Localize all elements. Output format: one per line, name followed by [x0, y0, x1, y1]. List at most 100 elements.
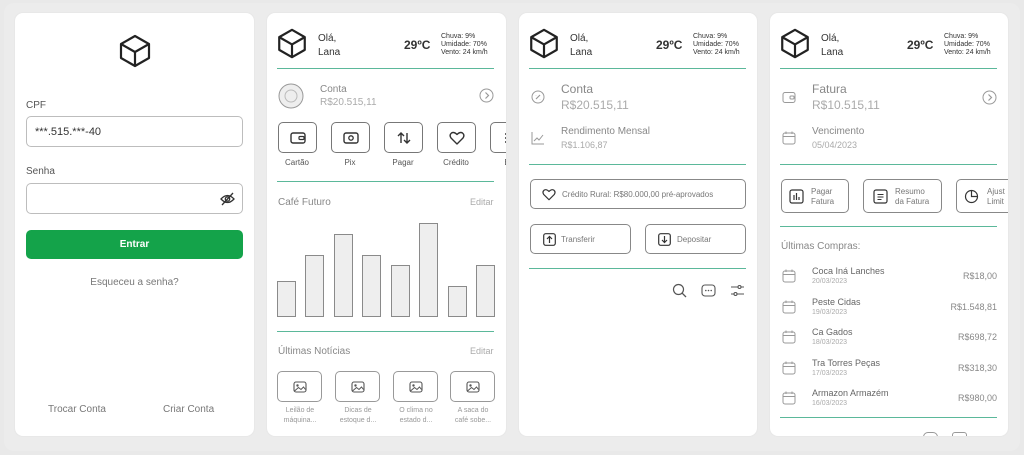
card-label: Cartão: [284, 158, 309, 167]
news-title: Últimas Notícias: [278, 346, 351, 357]
transfer-arrows-icon: [397, 131, 410, 144]
purchase-list: Coca Iná Lanches 20/03/2023 R$18,00 Peste C…: [770, 266, 1008, 416]
purchase-name: Tra Torres Peças: [812, 357, 881, 368]
transfer-button[interactable]: Transferir: [530, 224, 631, 254]
humidity: Umidade: 70%: [944, 41, 990, 48]
future-coffee-edit-link[interactable]: Editar: [470, 197, 494, 207]
pix-label: Pix: [344, 158, 356, 167]
user-name: Lana: [318, 47, 341, 58]
pie-chart-icon: [964, 189, 979, 204]
search-icon[interactable]: [672, 283, 687, 298]
account-label: Conta: [320, 84, 347, 95]
chevron-right-icon[interactable]: [479, 88, 494, 103]
switch-account-link[interactable]: Trocar Conta: [48, 404, 106, 415]
purchase-row[interactable]: Coca Iná Lanches 20/03/2023 R$18,00: [770, 266, 1008, 297]
arrow-down-box-icon: [658, 233, 671, 246]
rain-chance: Chuva: 9%: [441, 33, 476, 40]
search-icon[interactable]: [923, 432, 938, 436]
heart-icon: [448, 131, 465, 145]
enter-button[interactable]: Entrar: [26, 230, 243, 259]
logo-cube-icon: [781, 28, 809, 59]
chart-bar: [419, 223, 439, 317]
credit-label: Crédito: [443, 158, 469, 167]
chart-bar: [390, 265, 410, 317]
card-button[interactable]: [278, 122, 317, 153]
login-screen: CPF ***.515.***-40 Senha Entrar Esqueceu…: [15, 13, 254, 436]
purchase-name: Coca Iná Lanches: [812, 266, 885, 276]
forgot-password-link[interactable]: Esqueceu a senha?: [90, 277, 179, 288]
account-coin-icon: [278, 83, 304, 109]
adjust-limit-button[interactable]: Ajust Limit: [956, 179, 1008, 213]
credit-offer-button[interactable]: Crédito Rural: R$80.000,00 pré-aprovados: [530, 179, 746, 209]
extract-button[interactable]: [490, 122, 506, 153]
purchase-value: R$318,30: [957, 362, 997, 373]
deposit-button[interactable]: Depositar: [645, 224, 746, 254]
invoice-screen: Olá, Lana 29ºC Chuva: 9% Umidade: 70% Ve…: [770, 13, 1008, 436]
news-caption: A saca do café sobe...: [454, 407, 492, 424]
news-edit-link[interactable]: Editar: [470, 346, 494, 356]
purchase-name: Peste Cidas: [812, 296, 861, 307]
invoice-value: R$10.515,11: [812, 98, 880, 112]
purchase-row[interactable]: Ca Gados 18/03/2023 R$698,72: [770, 327, 1008, 358]
chat-icon[interactable]: [701, 283, 716, 298]
purchase-date: 16/03/2023: [812, 400, 848, 407]
pay-button[interactable]: [384, 122, 423, 153]
trend-chart-icon: [531, 132, 544, 145]
account-screen: Olá, Lana 29ºC Chuva: 9% Umidade: 70% Ve…: [519, 13, 757, 436]
logo-cube-icon: [119, 34, 151, 68]
pix-button[interactable]: [331, 122, 370, 153]
user-name: Lana: [821, 47, 844, 58]
password-label: Senha: [26, 166, 55, 177]
wind-speed: Vento: 24 km/h: [944, 49, 991, 56]
purchase-value: R$18,00: [962, 271, 997, 281]
invoice-summary-button[interactable]: Resumo da Fatura: [863, 179, 942, 213]
actions-divider: [277, 181, 494, 182]
purchase-row[interactable]: Armazon Armazém 16/03/2023 R$980,00: [770, 388, 1008, 419]
calendar-icon: [782, 269, 796, 283]
eye-off-icon[interactable]: [220, 192, 235, 206]
account-balance: R$20.515,11: [561, 98, 629, 112]
purchase-name: Ca Gados: [812, 327, 853, 337]
humidity: Umidade: 70%: [693, 41, 739, 48]
credit-offer-text: Crédito Rural: R$80.000,00 pré-aprovados: [562, 190, 714, 199]
pay-invoice-button[interactable]: Pagar Fatura: [781, 179, 849, 213]
cpf-value: ***.515.***-40: [35, 126, 102, 138]
calendar-icon: [782, 131, 796, 145]
purchase-value: R$980,00: [957, 393, 997, 403]
purchase-name: Armazon Armazém: [812, 388, 889, 398]
cpf-input[interactable]: ***.515.***-40: [26, 116, 243, 147]
weather-details: Chuva: 9% Umidade: 70% Vento: 24 km/h: [944, 33, 991, 57]
chevron-right-icon[interactable]: [982, 90, 997, 105]
image-icon: [350, 380, 365, 393]
chart-bar: [277, 280, 296, 317]
temperature: 29ºC: [907, 38, 934, 52]
settings-sliders-icon[interactable]: [730, 283, 745, 298]
cpf-label: CPF: [26, 100, 46, 111]
wind-speed: Vento: 24 km/h: [693, 49, 740, 56]
actions-divider: [529, 268, 746, 269]
purchases-title: Últimas Compras:: [781, 241, 861, 252]
news-thumb[interactable]: [277, 371, 322, 402]
card-icon: [782, 92, 796, 103]
news-caption: O clima no estado d...: [399, 407, 433, 424]
humidity: Umidade: 70%: [441, 41, 487, 48]
credit-button[interactable]: [437, 122, 476, 153]
password-input[interactable]: [26, 183, 243, 214]
purchase-value: R$698,72: [957, 332, 997, 342]
news-thumb[interactable]: [450, 371, 495, 402]
chat-icon[interactable]: [952, 432, 967, 436]
extract-label: Ex: [484, 158, 506, 167]
greeting: Olá,: [570, 33, 589, 44]
create-account-link[interactable]: Criar Conta: [163, 404, 215, 415]
document-icon: [873, 189, 888, 204]
actions-divider: [780, 226, 997, 227]
chart-bar: [305, 254, 325, 317]
news-thumb[interactable]: [335, 371, 380, 402]
news-caption: Leilão de máquina...: [283, 407, 317, 424]
wallet-icon: [289, 131, 306, 144]
purchase-row[interactable]: Peste Cidas 19/03/2023 R$1.548,81: [770, 297, 1008, 328]
purchase-row[interactable]: Tra Torres Peças 17/03/2023 R$318,30: [770, 358, 1008, 389]
news-thumb[interactable]: [393, 371, 438, 402]
transfer-label: Transferir: [561, 235, 595, 244]
arrow-up-box-icon: [543, 233, 556, 246]
